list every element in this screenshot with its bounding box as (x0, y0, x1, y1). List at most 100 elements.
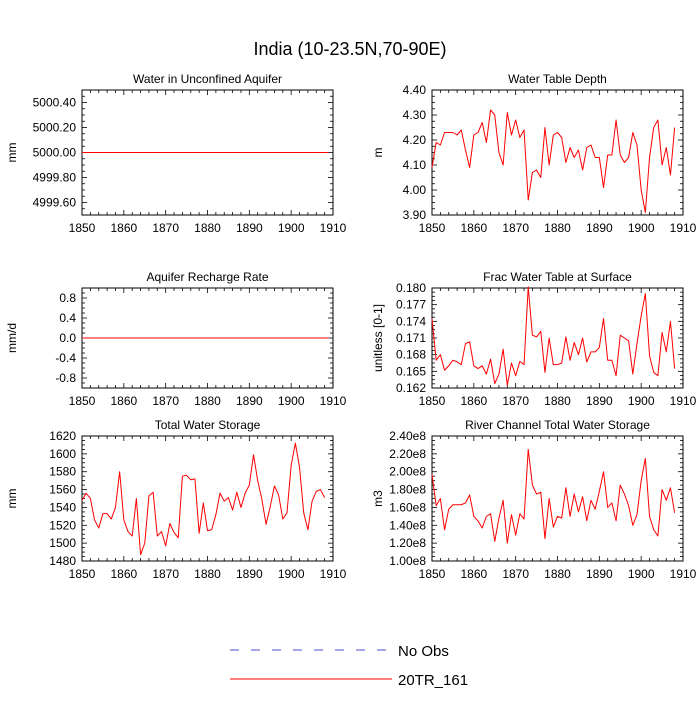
plot-frame (431, 89, 684, 216)
x-tick-label: 1870 (152, 394, 179, 408)
y-axis-label: mm (5, 143, 19, 163)
panel-5: River Channel Total Water Storage 1850 186… (371, 418, 697, 581)
panel-title: Water Table Depth (508, 72, 607, 86)
y-axis-label: mm (5, 489, 19, 509)
y-tick-label: 1500 (49, 536, 76, 550)
x-tick-label: 1910 (670, 394, 697, 408)
panel-title: Water in Unconfined Aquifer (133, 72, 282, 86)
y-tick-label: 0.171 (396, 331, 426, 345)
x-tick-label: 1850 (69, 394, 96, 408)
panels: Water in Unconfined Aquifer 1850 1860 1870 1… (5, 72, 697, 581)
y-axis-label: mm/d (5, 323, 19, 353)
figure-title: India (10-23.5N,70-90E) (253, 39, 446, 59)
legend-label-0: No Obs (398, 643, 449, 660)
y-axis-label: m (371, 148, 385, 158)
x-tick-label: 1860 (460, 221, 487, 235)
y-tick-label: 2.20e8 (389, 447, 426, 461)
x-tick-label: 1870 (152, 221, 179, 235)
panel-4: Total Water Storage 1850 1860 1870 1880 1890 1… (5, 418, 347, 581)
y-tick-label: 1.20e8 (389, 536, 426, 550)
x-tick-label: 1850 (419, 567, 446, 581)
panel-1: Water Table Depth 1850 1860 1870 1880 1890 190… (371, 72, 697, 235)
x-tick-label: 1890 (586, 567, 613, 581)
x-tick-label: 1880 (194, 394, 221, 408)
y-tick-label: 1600 (49, 447, 76, 461)
x-tick-label: 1900 (628, 221, 655, 235)
x-tick-label: 1900 (278, 394, 305, 408)
series-line-20TR_161 (431, 448, 676, 544)
x-tick-label: 1870 (152, 567, 179, 581)
y-tick-label: 3.90 (403, 208, 427, 222)
y-tick-label: 0.165 (396, 364, 426, 378)
panel-3: Frac Water Table at Surface 1850 1860 1870 1… (371, 270, 697, 408)
y-tick-label: 0.168 (396, 348, 426, 362)
y-tick-label: 1480 (49, 554, 76, 568)
plot-frame (431, 435, 684, 562)
y-tick-label: 0.0 (59, 331, 76, 345)
y-tick-label: -0.8 (55, 371, 76, 385)
series-line-20TR_161 (431, 109, 676, 213)
x-tick-label: 1890 (586, 394, 613, 408)
y-tick-label: 1.60e8 (389, 500, 426, 514)
panel-title: Aquifer Recharge Rate (146, 270, 268, 284)
y-tick-label: 4999.80 (33, 171, 77, 185)
plot-frame (81, 435, 334, 562)
x-tick-label: 1860 (460, 394, 487, 408)
y-tick-label: 1520 (49, 518, 76, 532)
x-tick-label: 1860 (110, 394, 137, 408)
x-tick-label: 1870 (502, 394, 529, 408)
plot-frame (431, 287, 684, 389)
panel-2: Aquifer Recharge Rate 1850 1860 1870 1880 189… (5, 270, 347, 408)
y-tick-label: 1.80e8 (389, 483, 426, 497)
series-line-20TR_161 (431, 286, 676, 386)
x-tick-label: 1900 (628, 567, 655, 581)
x-tick-label: 1890 (586, 221, 613, 235)
y-tick-label: 1.00e8 (389, 554, 426, 568)
x-tick-label: 1850 (69, 567, 96, 581)
y-tick-label: 5000.00 (33, 146, 77, 160)
y-tick-label: 0.177 (396, 298, 426, 312)
y-tick-label: 4999.60 (33, 196, 77, 210)
legend-label-1: 20TR_161 (398, 672, 468, 689)
panel-0: Water in Unconfined Aquifer 1850 1860 1870 1… (5, 72, 347, 235)
y-tick-label: 0.8 (59, 291, 76, 305)
y-tick-label: 1540 (49, 500, 76, 514)
x-tick-label: 1850 (69, 221, 96, 235)
series-line-20TR_161 (81, 442, 326, 556)
y-tick-label: 4.10 (403, 158, 427, 172)
x-tick-label: 1880 (544, 394, 571, 408)
x-tick-label: 1850 (419, 394, 446, 408)
y-tick-label: 5000.20 (33, 121, 77, 135)
x-tick-label: 1850 (419, 221, 446, 235)
x-tick-label: 1910 (320, 394, 347, 408)
y-tick-label: 1.40e8 (389, 518, 426, 532)
x-tick-label: 1900 (278, 567, 305, 581)
x-tick-label: 1890 (236, 221, 263, 235)
x-tick-label: 1910 (670, 221, 697, 235)
x-tick-label: 1880 (544, 567, 571, 581)
y-axis-label: m3 (371, 490, 385, 507)
x-tick-label: 1870 (502, 221, 529, 235)
x-tick-label: 1880 (544, 221, 571, 235)
x-tick-label: 1860 (110, 567, 137, 581)
y-tick-label: -0.4 (55, 351, 76, 365)
x-tick-label: 1880 (194, 221, 221, 235)
panel-title: Frac Water Table at Surface (483, 270, 632, 284)
y-tick-label: 4.20 (403, 133, 427, 147)
y-tick-label: 4.30 (403, 108, 427, 122)
y-tick-label: 2.40e8 (389, 429, 426, 443)
y-tick-label: 1560 (49, 483, 76, 497)
y-tick-label: 1620 (49, 429, 76, 443)
x-tick-label: 1900 (278, 221, 305, 235)
y-tick-label: 0.180 (396, 281, 426, 295)
x-tick-label: 1910 (670, 567, 697, 581)
x-tick-label: 1890 (236, 394, 263, 408)
y-tick-label: 0.4 (59, 311, 76, 325)
y-tick-label: 4.40 (403, 83, 427, 97)
y-tick-label: 0.162 (396, 381, 426, 395)
x-tick-label: 1900 (628, 394, 655, 408)
x-tick-label: 1890 (236, 567, 263, 581)
y-tick-label: 0.174 (396, 314, 426, 328)
